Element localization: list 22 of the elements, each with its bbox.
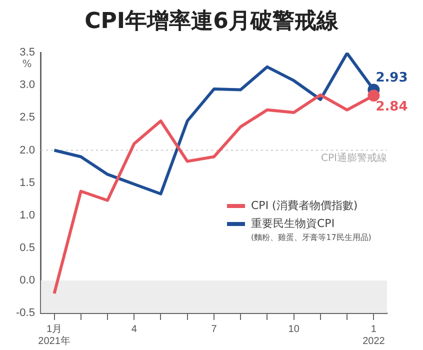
- y-tick-label: 1.0: [20, 209, 35, 222]
- y-tick-label: -0.5: [16, 307, 35, 320]
- x-tick-label: 7: [211, 324, 218, 335]
- y-axis-title: %: [22, 59, 32, 70]
- x-tick-label: 1 2022: [362, 324, 386, 347]
- x-tick-label: 10: [288, 324, 300, 335]
- data-label: 2.93: [376, 70, 408, 86]
- y-tick-label: 2.0: [20, 144, 35, 156]
- y-tick-label: 0.0: [20, 274, 35, 286]
- legend-label: CPI (消費者物價指數): [251, 198, 358, 214]
- y-tick-label: 2.5: [20, 112, 35, 124]
- chart-title: CPI年增率連6月破警戒線: [84, 8, 340, 36]
- y-tick-label: 3.5: [20, 46, 35, 59]
- annotation: (麵粉、雞蛋、牙膏等17民生用品): [251, 232, 372, 244]
- data-label: 2.84: [376, 99, 408, 114]
- ref-line-label: CPI通膨警戒線: [321, 152, 387, 164]
- y-tick-label: 3.0: [20, 79, 35, 92]
- y-tick-label: 1.5: [20, 176, 35, 189]
- legend-label: 重要民生物資CPI: [251, 216, 335, 232]
- x-tick-label: 4: [131, 324, 138, 335]
- y-tick-label: 0.5: [20, 242, 35, 254]
- x-tick-label: 1月 2021年: [38, 324, 70, 347]
